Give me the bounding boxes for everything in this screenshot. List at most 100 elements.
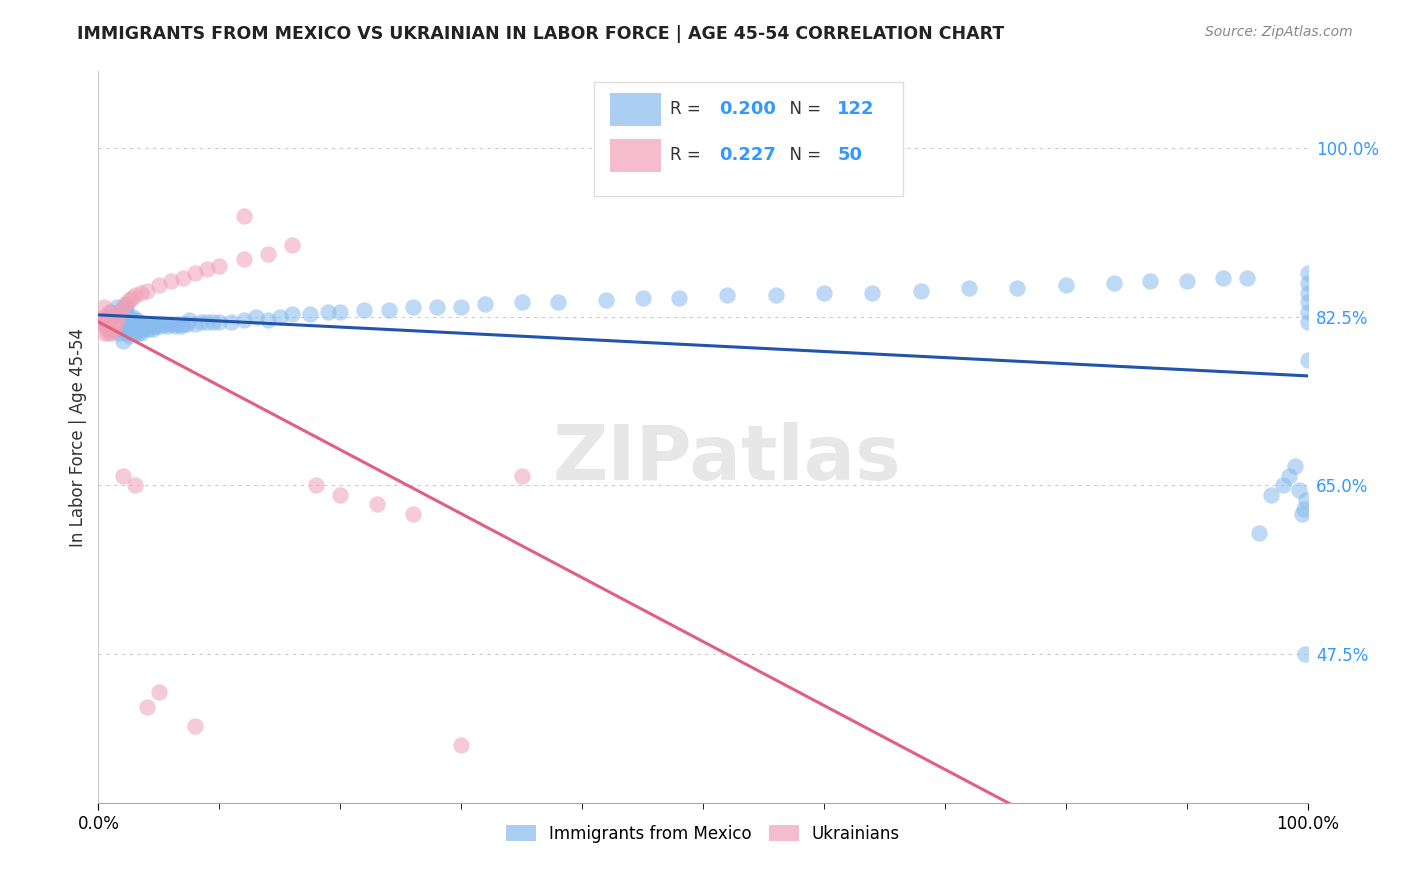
Point <box>450 738 472 752</box>
Point <box>256 247 278 261</box>
Point <box>108 322 131 336</box>
Point <box>1212 271 1234 285</box>
Point <box>105 300 128 314</box>
Point <box>353 303 375 318</box>
Point <box>450 300 472 314</box>
Point <box>160 274 183 288</box>
Point <box>97 310 120 325</box>
Point <box>135 319 157 334</box>
Point <box>120 317 142 331</box>
Point <box>118 312 141 326</box>
Point <box>103 312 125 326</box>
Point <box>256 312 278 326</box>
Point <box>100 305 122 319</box>
Point <box>110 303 132 318</box>
Point <box>100 324 122 338</box>
Point <box>232 252 254 266</box>
Point <box>127 326 149 340</box>
Point <box>153 317 176 331</box>
Point <box>1295 492 1317 507</box>
Text: R =: R = <box>671 101 706 119</box>
Point <box>111 315 134 329</box>
Point <box>195 261 218 276</box>
Point <box>118 319 141 334</box>
Point <box>122 310 145 324</box>
Point <box>163 319 186 334</box>
Point <box>94 319 117 334</box>
Point <box>134 319 156 334</box>
Point <box>124 317 146 331</box>
Text: 0.227: 0.227 <box>718 146 776 164</box>
Point <box>100 310 122 324</box>
Point <box>117 307 139 321</box>
Point <box>1260 488 1282 502</box>
Point <box>97 326 120 340</box>
Point <box>108 305 131 319</box>
Point <box>366 498 388 512</box>
Text: 50: 50 <box>837 146 862 164</box>
Point <box>595 293 617 308</box>
Text: IMMIGRANTS FROM MEXICO VS UKRAINIAN IN LABOR FORCE | AGE 45-54 CORRELATION CHART: IMMIGRANTS FROM MEXICO VS UKRAINIAN IN L… <box>77 25 1004 43</box>
Point <box>131 319 153 334</box>
Point <box>402 300 425 314</box>
Text: Source: ZipAtlas.com: Source: ZipAtlas.com <box>1205 25 1353 39</box>
Point <box>97 310 120 324</box>
Point <box>104 317 127 331</box>
Point <box>127 317 149 331</box>
Point <box>105 310 128 324</box>
Point <box>1296 315 1319 329</box>
Point <box>100 317 122 331</box>
Point <box>202 315 225 329</box>
Point <box>172 317 194 331</box>
Point <box>860 285 883 300</box>
Point <box>105 312 128 326</box>
Point <box>1175 274 1198 288</box>
Point <box>765 287 787 301</box>
Point <box>118 293 141 308</box>
Point <box>716 287 738 301</box>
Point <box>127 312 149 326</box>
Text: 122: 122 <box>837 101 875 119</box>
Point <box>910 284 932 298</box>
Point <box>138 322 160 336</box>
Point <box>184 317 207 331</box>
Point <box>117 297 139 311</box>
Point <box>176 317 198 331</box>
Point <box>118 329 141 343</box>
Text: ZIPatlas: ZIPatlas <box>553 422 901 496</box>
Point <box>148 317 170 331</box>
Text: N =: N = <box>779 146 827 164</box>
Point <box>547 295 569 310</box>
Point <box>115 326 138 340</box>
Point <box>1294 647 1316 661</box>
Point <box>281 307 304 321</box>
Point <box>93 300 115 314</box>
Point <box>1288 483 1310 497</box>
Point <box>631 291 654 305</box>
Point <box>105 319 128 334</box>
Point <box>668 291 690 305</box>
Point <box>128 319 150 334</box>
Point <box>1296 353 1319 368</box>
Point <box>121 322 143 336</box>
Point <box>124 326 146 340</box>
Point <box>118 310 141 324</box>
FancyBboxPatch shape <box>610 138 661 172</box>
Point <box>316 305 339 319</box>
Point <box>1296 305 1319 319</box>
Point <box>148 685 170 699</box>
Point <box>129 317 152 331</box>
Point <box>1272 478 1295 492</box>
Point <box>329 488 352 502</box>
Point <box>1296 267 1319 281</box>
Point <box>111 300 134 314</box>
Point <box>122 319 145 334</box>
Point <box>232 209 254 223</box>
Point <box>510 295 533 310</box>
Point <box>232 312 254 326</box>
Point <box>91 310 114 324</box>
Point <box>329 305 352 319</box>
Point <box>127 322 149 336</box>
Point <box>1296 276 1319 290</box>
Point <box>112 307 135 321</box>
